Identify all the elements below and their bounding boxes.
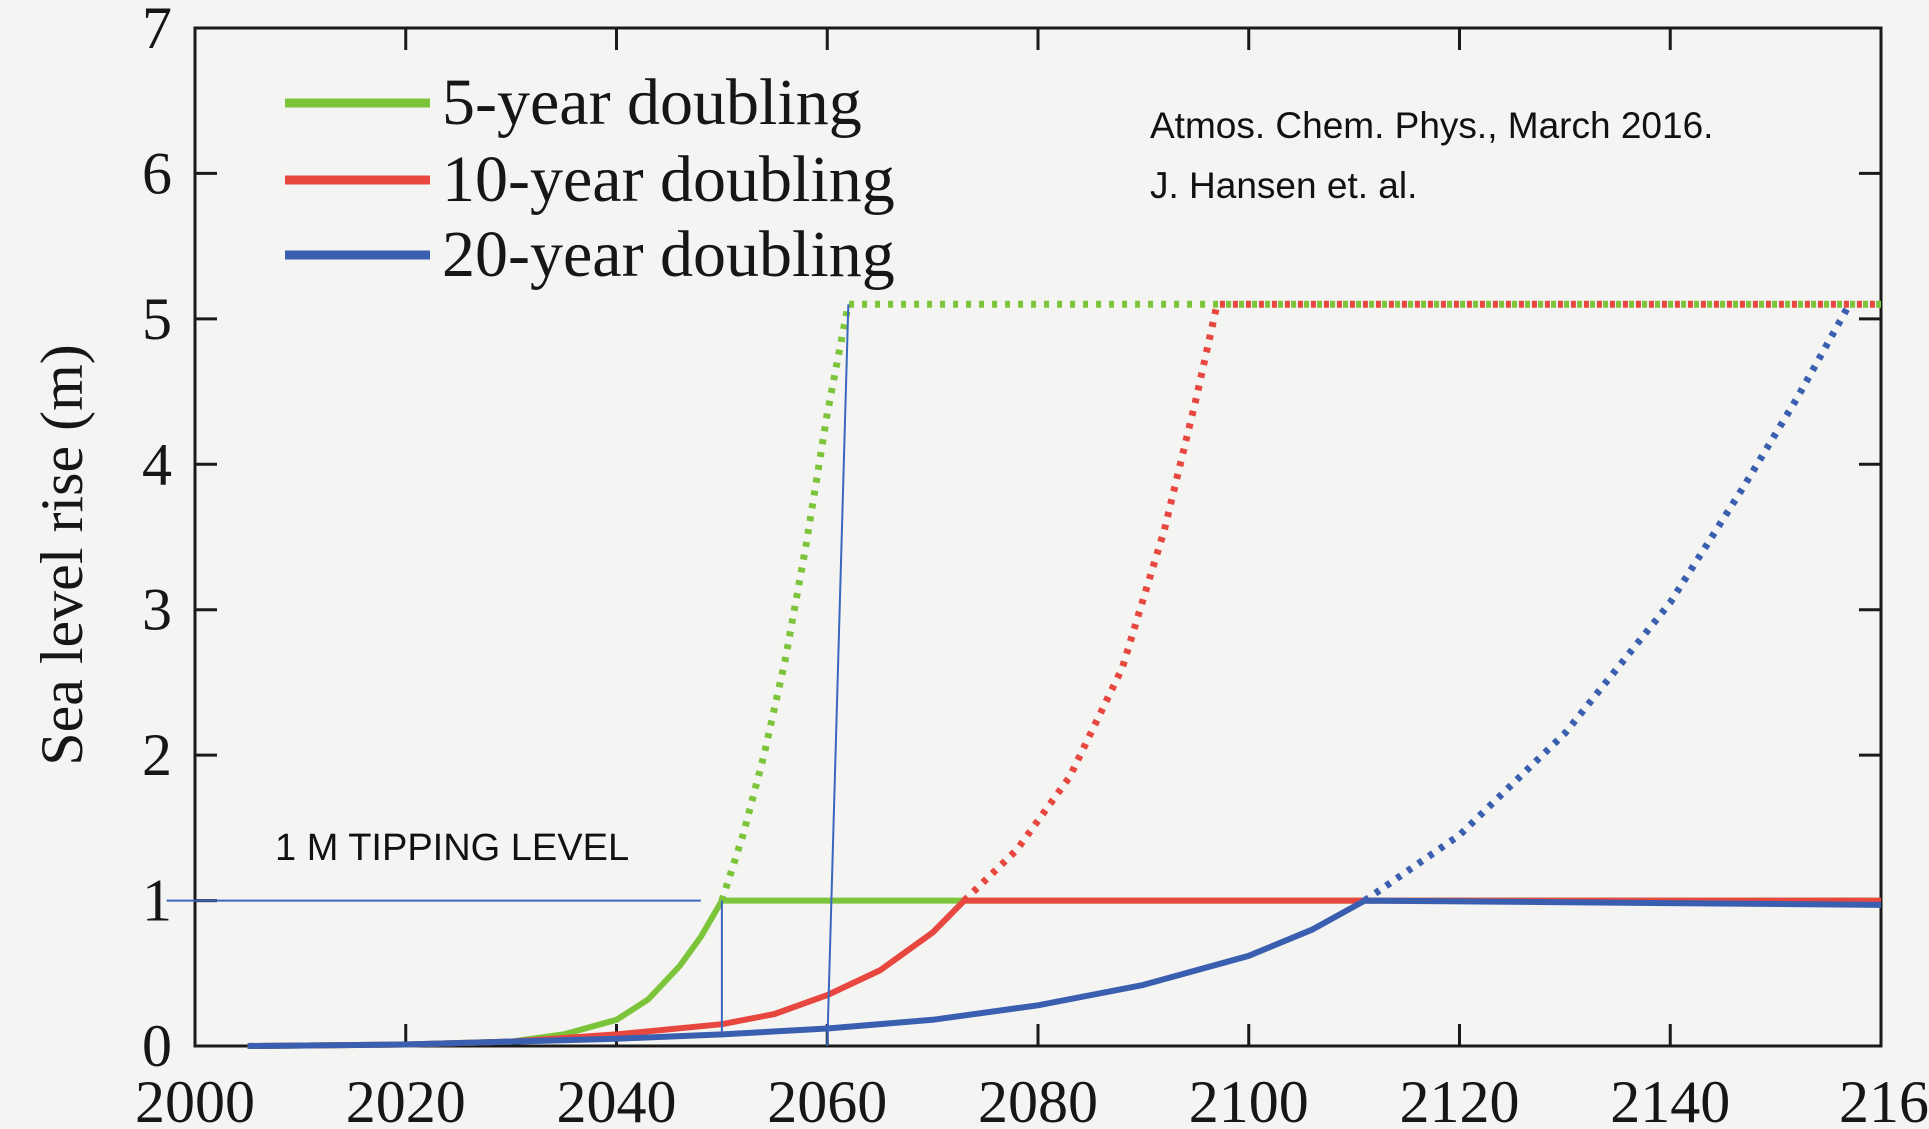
series-0-dotted-line <box>718 300 1881 902</box>
plot-frame <box>193 26 1883 1048</box>
x-tick-label: 2020 <box>346 1069 466 1129</box>
citation-line-1: Atmos. Chem. Phys., March 2016. <box>1150 105 1713 146</box>
x-tick-label: 2060 <box>767 1069 887 1129</box>
y-tick-label: 0 <box>142 1013 172 1079</box>
series-2-solid-line <box>247 897 1882 1049</box>
x-tick-label: 2040 <box>557 1069 677 1129</box>
citation-line-2: J. Hansen et. al. <box>1150 165 1417 206</box>
y-tick-label: 5 <box>142 286 172 352</box>
legend-label-20yr: 20-year doubling <box>442 218 895 291</box>
y-axis-label: Sea level rise (m) <box>29 344 95 766</box>
series-2-dotted-line <box>1362 302 1853 904</box>
y-tick-label: 6 <box>142 140 172 206</box>
y-tick-label: 3 <box>142 577 172 643</box>
x-tick-label: 2120 <box>1400 1069 1520 1129</box>
y-tick-label: 2 <box>142 722 172 788</box>
x-tick-label: 2080 <box>978 1069 1098 1129</box>
pointer-line <box>826 304 850 1047</box>
legend-label-5yr: 5-year doubling <box>442 66 862 139</box>
x-tick-label: 2100 <box>1189 1069 1309 1129</box>
legend-label-10yr: 10-year doubling <box>442 143 895 216</box>
legend: 5-year doubling 10-year doubling 20-year… <box>285 66 895 291</box>
x-tick-label: 2140 <box>1610 1069 1730 1129</box>
y-tick-label: 7 <box>142 0 172 61</box>
x-tick-label: 2000 <box>135 1069 255 1129</box>
y-tick-label: 4 <box>142 431 172 497</box>
tipping-level-label: 1 M TIPPING LEVEL <box>275 827 629 869</box>
